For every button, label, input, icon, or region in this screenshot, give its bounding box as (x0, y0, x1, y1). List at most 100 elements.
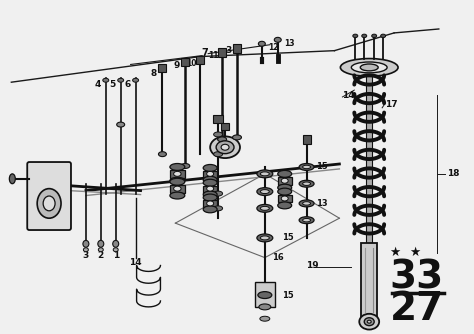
Ellipse shape (299, 200, 314, 207)
Ellipse shape (299, 217, 314, 224)
Bar (255, 282, 275, 307)
Ellipse shape (210, 136, 240, 158)
Ellipse shape (118, 78, 124, 82)
Text: 10: 10 (186, 59, 197, 68)
Text: ★  ★: ★ ★ (391, 246, 422, 259)
Ellipse shape (258, 292, 272, 299)
Ellipse shape (359, 314, 379, 330)
Text: 19: 19 (306, 261, 318, 270)
Ellipse shape (83, 248, 88, 252)
Ellipse shape (260, 206, 269, 210)
Ellipse shape (117, 122, 125, 127)
Bar (218, 48, 226, 56)
Text: 15: 15 (282, 233, 293, 242)
Ellipse shape (340, 58, 398, 76)
Ellipse shape (302, 182, 310, 185)
Text: 15: 15 (282, 291, 293, 300)
Text: 14: 14 (342, 91, 355, 100)
Ellipse shape (113, 248, 118, 252)
Ellipse shape (260, 190, 269, 194)
Text: 1: 1 (113, 251, 119, 260)
Ellipse shape (173, 171, 181, 176)
Bar (203, 186, 217, 193)
Ellipse shape (260, 316, 270, 321)
Bar (203, 171, 217, 178)
Ellipse shape (83, 240, 89, 247)
Ellipse shape (170, 192, 185, 199)
Ellipse shape (214, 152, 223, 157)
Ellipse shape (207, 201, 214, 206)
Ellipse shape (257, 234, 273, 242)
Bar (196, 55, 204, 64)
Text: 9: 9 (173, 61, 180, 70)
Text: 12: 12 (268, 43, 278, 52)
Ellipse shape (299, 180, 314, 187)
Ellipse shape (278, 170, 292, 177)
Ellipse shape (364, 318, 374, 326)
Text: 3: 3 (83, 251, 89, 260)
Bar (182, 57, 189, 66)
Ellipse shape (203, 176, 217, 183)
Ellipse shape (170, 178, 185, 185)
Ellipse shape (299, 164, 314, 170)
Text: 7: 7 (202, 48, 209, 58)
Ellipse shape (170, 177, 185, 184)
Bar (302, 135, 310, 144)
Bar (158, 64, 166, 72)
Ellipse shape (281, 196, 288, 201)
Ellipse shape (362, 34, 367, 38)
Text: 17: 17 (385, 101, 398, 109)
Ellipse shape (103, 78, 109, 82)
Ellipse shape (218, 137, 227, 142)
Bar (213, 115, 223, 123)
Ellipse shape (302, 165, 310, 169)
Ellipse shape (381, 34, 386, 38)
Text: 14: 14 (129, 258, 142, 267)
Ellipse shape (181, 164, 190, 168)
Ellipse shape (203, 191, 217, 198)
Ellipse shape (302, 202, 310, 205)
Ellipse shape (351, 62, 387, 73)
Ellipse shape (216, 141, 234, 154)
Ellipse shape (207, 171, 214, 176)
Ellipse shape (274, 37, 281, 42)
Text: 13: 13 (316, 199, 327, 208)
Ellipse shape (258, 41, 265, 46)
Ellipse shape (259, 304, 271, 310)
Text: 13: 13 (284, 39, 294, 48)
Ellipse shape (278, 202, 292, 209)
Ellipse shape (367, 320, 371, 323)
Ellipse shape (260, 172, 269, 176)
Bar (278, 194, 292, 202)
Ellipse shape (260, 236, 269, 240)
Ellipse shape (173, 186, 181, 191)
Ellipse shape (113, 240, 118, 247)
Ellipse shape (203, 179, 217, 186)
Ellipse shape (353, 34, 358, 38)
Text: 5: 5 (109, 80, 116, 89)
Text: 16: 16 (272, 253, 283, 262)
Text: 8: 8 (150, 69, 156, 78)
Text: 33: 33 (390, 258, 444, 296)
Ellipse shape (278, 188, 292, 195)
Ellipse shape (281, 178, 288, 183)
Ellipse shape (278, 184, 292, 191)
Ellipse shape (214, 191, 223, 196)
Ellipse shape (203, 164, 217, 171)
Ellipse shape (203, 206, 217, 213)
Text: 3: 3 (225, 46, 231, 55)
Ellipse shape (98, 248, 103, 252)
Ellipse shape (257, 170, 273, 178)
Bar (170, 185, 185, 193)
FancyBboxPatch shape (27, 162, 71, 230)
Ellipse shape (214, 132, 223, 137)
Text: 2: 2 (98, 251, 104, 260)
Ellipse shape (133, 78, 138, 82)
Ellipse shape (257, 188, 273, 195)
Ellipse shape (98, 240, 104, 247)
Text: 18: 18 (447, 169, 459, 178)
Bar (366, 75, 372, 243)
Text: 15: 15 (316, 162, 327, 171)
Ellipse shape (203, 194, 217, 201)
Ellipse shape (360, 64, 378, 71)
